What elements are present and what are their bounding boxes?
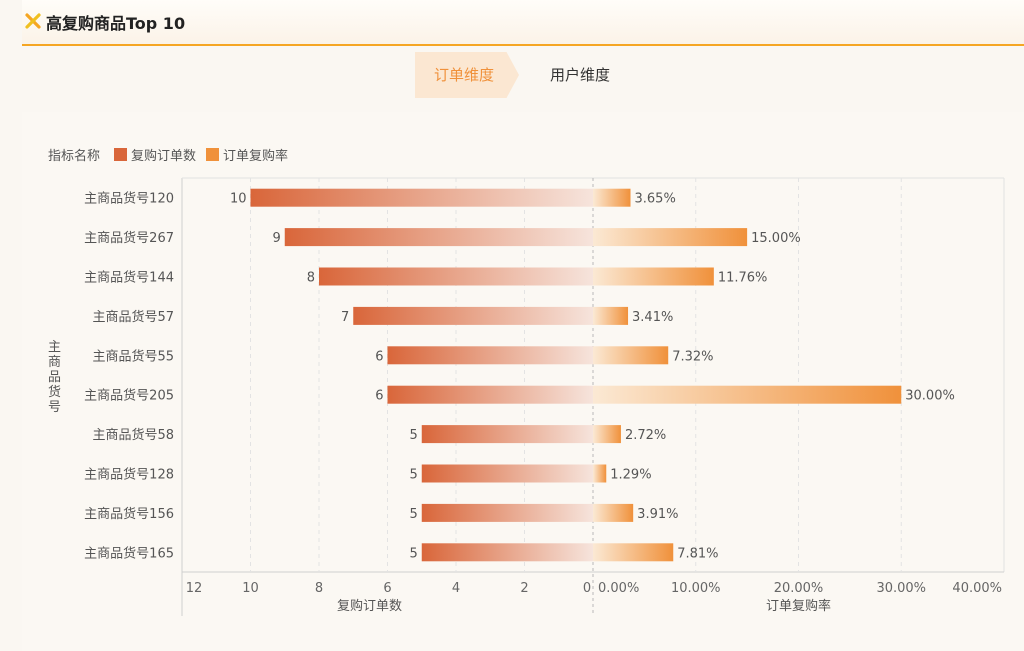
- bar-repurchase-rate: [593, 543, 674, 562]
- bar-repurchase-rate: [593, 464, 607, 483]
- tab-order-dimension[interactable]: 订单维度: [415, 52, 519, 98]
- bar-repurchase-orders: [387, 346, 593, 365]
- category-label: 主商品货号120: [84, 191, 174, 207]
- category-label: 主商品货号128: [84, 467, 174, 483]
- left-x-tick-label: 2: [520, 581, 528, 596]
- bar-repurchase-rate: [593, 385, 902, 404]
- y-axis-title: 主商品货号: [48, 340, 62, 415]
- dimension-tabs: 订单维度 用户维度: [415, 52, 655, 98]
- bar-repurchase-orders: [387, 385, 593, 404]
- bar-repurchase-orders: [421, 425, 593, 444]
- bar-repurchase-orders: [284, 228, 593, 247]
- right-x-tick-label: 40.00%: [952, 581, 1002, 596]
- data-label-repurchase-rate: 3.65%: [635, 192, 676, 207]
- data-label-repurchase-rate: 7.32%: [672, 349, 713, 364]
- legend-label-repurchase-rate: 订单复购率: [223, 148, 289, 164]
- left-x-axis-title: 复购订单数: [337, 598, 402, 614]
- category-label: 主商品货号57: [92, 309, 174, 325]
- legend-label-repurchase-orders: 复购订单数: [131, 148, 197, 164]
- data-label-repurchase-rate: 11.76%: [718, 271, 768, 286]
- tab-user-dimension[interactable]: 用户维度: [549, 66, 610, 84]
- category-label: 主商品货号55: [92, 348, 174, 364]
- bar-repurchase-orders: [353, 306, 593, 325]
- data-label-repurchase-rate: 30.00%: [905, 389, 955, 404]
- data-label-repurchase-rate: 2.72%: [625, 428, 666, 443]
- card-title: 高复购商品Top 10: [46, 14, 186, 33]
- data-label-repurchase-orders: 5: [409, 507, 417, 522]
- data-label-repurchase-rate: 1.29%: [610, 468, 651, 483]
- left-x-tick-label: 0: [583, 581, 591, 596]
- left-x-tick-label: 4: [452, 581, 460, 596]
- bar-repurchase-orders: [421, 503, 593, 522]
- bar-repurchase-rate: [593, 267, 714, 286]
- data-label-repurchase-rate: 3.41%: [632, 310, 673, 325]
- left-x-tick-label: 12: [186, 581, 203, 596]
- bar-repurchase-orders: [319, 267, 593, 286]
- data-label-repurchase-orders: 6: [375, 349, 383, 364]
- right-x-tick-label: 20.00%: [774, 581, 824, 596]
- data-label-repurchase-rate: 3.91%: [637, 507, 678, 522]
- data-label-repurchase-orders: 9: [272, 231, 280, 246]
- data-label-repurchase-orders: 8: [307, 271, 315, 286]
- chart-legend: 指标名称 复购订单数 订单复购率: [48, 145, 298, 164]
- bar-repurchase-rate: [593, 228, 748, 247]
- right-x-axis-title: 订单复购率: [766, 598, 831, 614]
- data-label-repurchase-orders: 6: [375, 389, 383, 404]
- data-label-repurchase-orders: 5: [409, 428, 417, 443]
- cross-logo-icon: [25, 13, 41, 29]
- data-label-repurchase-rate: 7.81%: [677, 546, 718, 561]
- data-label-repurchase-orders: 7: [341, 310, 349, 325]
- bar-repurchase-rate: [593, 188, 631, 207]
- legend-item-repurchase-orders[interactable]: 复购订单数: [114, 145, 196, 164]
- bar-repurchase-orders: [421, 464, 593, 483]
- right-x-tick-label: 30.00%: [876, 581, 926, 596]
- bar-repurchase-orders: [421, 543, 593, 562]
- category-label: 主商品货号156: [84, 506, 174, 522]
- legend-swatch-repurchase-orders: [114, 147, 128, 161]
- bar-repurchase-rate: [593, 346, 669, 365]
- data-label-repurchase-orders: 5: [409, 546, 417, 561]
- right-x-tick-label: 0.00%: [598, 581, 639, 596]
- left-x-tick-label: 6: [383, 581, 391, 596]
- data-label-repurchase-orders: 5: [409, 468, 417, 483]
- data-label-repurchase-orders: 10: [230, 192, 247, 207]
- category-label: 主商品货号165: [84, 545, 174, 561]
- left-x-tick-label: 8: [315, 581, 323, 596]
- category-label: 主商品货号58: [92, 427, 174, 443]
- category-label: 主商品货号267: [84, 230, 174, 246]
- bar-repurchase-rate: [593, 503, 634, 522]
- category-label: 主商品货号144: [84, 270, 174, 286]
- bar-repurchase-rate: [593, 306, 629, 325]
- data-label-repurchase-rate: 15.00%: [751, 231, 801, 246]
- bar-repurchase-rate: [593, 425, 621, 444]
- right-x-tick-label: 10.00%: [671, 581, 721, 596]
- card-header: 高复购商品Top 10: [22, 0, 1024, 46]
- left-x-tick-label: 10: [242, 581, 259, 596]
- legend-item-repurchase-rate[interactable]: 订单复购率: [206, 145, 288, 164]
- bar-repurchase-orders: [250, 188, 593, 207]
- legend-title: 指标名称: [48, 148, 101, 164]
- category-label: 主商品货号205: [84, 388, 174, 404]
- legend-swatch-repurchase-rate: [206, 147, 220, 161]
